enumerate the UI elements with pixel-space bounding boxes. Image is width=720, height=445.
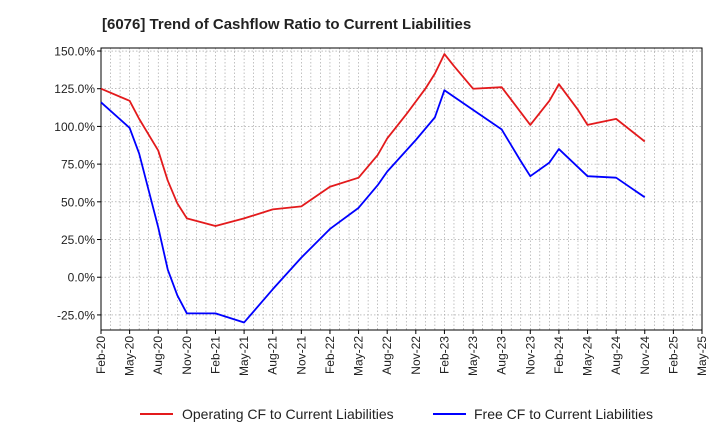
x-tick-label: Feb-25	[666, 336, 680, 374]
x-tick-label: Aug-24	[609, 336, 623, 375]
x-tick-label: Nov-22	[409, 336, 423, 375]
chart-title: [6076] Trend of Cashflow Ratio to Curren…	[102, 16, 471, 33]
y-tick-label: 0.0%	[68, 271, 96, 285]
y-tick-label: 50.0%	[61, 195, 95, 209]
legend-label: Free CF to Current Liabilities	[474, 406, 653, 422]
y-tick-label: -25.0%	[57, 308, 95, 322]
legend: Operating CF to Current Liabilities Free …	[140, 406, 653, 422]
x-tick-label: Feb-21	[208, 336, 222, 374]
x-tick-label: Aug-21	[266, 336, 280, 375]
y-tick-label: 100.0%	[54, 120, 95, 134]
x-tick-label: Nov-21	[294, 336, 308, 375]
x-tick-label: Nov-20	[180, 336, 194, 375]
x-tick-label: Feb-24	[552, 336, 566, 374]
x-tick-label: May-22	[352, 336, 366, 376]
series-line-free-cf	[100, 89, 646, 324]
legend-label: Operating CF to Current Liabilities	[182, 406, 394, 422]
y-tick-label: 25.0%	[61, 233, 95, 247]
x-tick-label: Nov-24	[638, 336, 652, 375]
y-tick-label: 75.0%	[61, 158, 95, 172]
x-tick-label: May-21	[237, 336, 251, 376]
y-tick-label: 125.0%	[54, 82, 95, 96]
x-tick-label: May-20	[123, 336, 137, 376]
x-tick-label: Aug-22	[380, 336, 394, 375]
x-tick-label: Aug-23	[495, 336, 509, 375]
x-tick-label: Feb-23	[437, 336, 451, 374]
plot-frame	[100, 47, 703, 331]
series-layer	[100, 53, 646, 324]
x-tick-label: May-24	[581, 336, 595, 376]
series-line-operating-cf	[100, 53, 646, 227]
x-tick-label: Nov-23	[523, 336, 537, 375]
x-tick-label: Feb-22	[323, 336, 337, 374]
x-tick-label: Aug-20	[151, 336, 165, 375]
x-tick-label: May-23	[466, 336, 480, 376]
grid	[100, 48, 703, 330]
x-tick-label: Feb-20	[94, 336, 108, 374]
y-tick-label: 150.0%	[54, 45, 95, 59]
x-tick-label: May-25	[695, 336, 709, 376]
axes: 150.0% 125.0% 100.0% 75.0% 50.0% 25.0% 0.0% -25…	[54, 45, 709, 376]
